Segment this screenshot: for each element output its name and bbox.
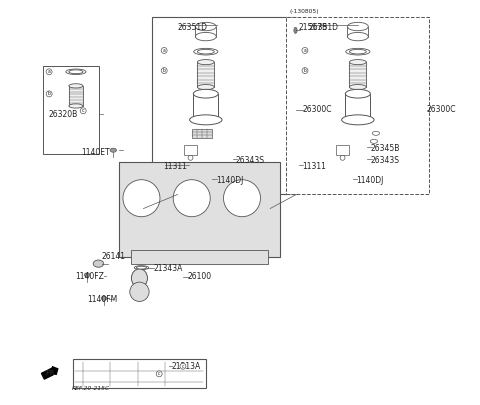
Circle shape	[224, 180, 261, 217]
Text: 26300C: 26300C	[302, 105, 332, 115]
Circle shape	[173, 180, 210, 217]
Text: c: c	[158, 371, 160, 376]
Text: 11311: 11311	[302, 162, 326, 171]
Text: b: b	[303, 68, 306, 73]
Circle shape	[130, 282, 149, 301]
Bar	[43, 66, 99, 154]
Text: 26343S: 26343S	[236, 156, 265, 165]
Text: FR.: FR.	[45, 371, 57, 376]
Bar	[192, 129, 212, 138]
FancyArrow shape	[41, 367, 58, 379]
Bar	[132, 250, 268, 264]
Bar	[346, 94, 371, 120]
Text: 26345B: 26345B	[371, 144, 400, 153]
Ellipse shape	[195, 22, 216, 31]
Text: 21513A: 21513A	[172, 362, 201, 371]
Ellipse shape	[197, 85, 214, 90]
Text: 26343S: 26343S	[371, 156, 400, 165]
Text: 1140FM: 1140FM	[87, 295, 118, 304]
Bar	[336, 145, 349, 155]
Text: b: b	[163, 68, 166, 73]
Ellipse shape	[84, 273, 90, 277]
Ellipse shape	[349, 60, 366, 65]
Ellipse shape	[346, 48, 370, 55]
Text: 21343A: 21343A	[154, 264, 183, 273]
Ellipse shape	[69, 84, 83, 88]
Ellipse shape	[193, 90, 218, 98]
Ellipse shape	[197, 60, 214, 65]
Ellipse shape	[346, 90, 371, 98]
Text: a: a	[48, 69, 50, 74]
Bar	[349, 62, 366, 87]
Text: 26100: 26100	[188, 273, 212, 281]
Bar	[120, 162, 280, 257]
Text: 26141: 26141	[101, 252, 125, 261]
Text: 26300C: 26300C	[426, 105, 456, 115]
Text: b: b	[48, 92, 50, 96]
Bar	[73, 359, 206, 388]
Ellipse shape	[69, 70, 83, 74]
Text: 11311: 11311	[164, 162, 188, 171]
Text: REF.20-215C: REF.20-215C	[72, 386, 110, 391]
Ellipse shape	[370, 139, 378, 143]
Bar	[195, 27, 216, 36]
Ellipse shape	[194, 48, 218, 55]
Ellipse shape	[348, 22, 368, 31]
Ellipse shape	[188, 156, 193, 160]
Ellipse shape	[66, 69, 86, 75]
Ellipse shape	[69, 104, 83, 108]
Text: 26320B: 26320B	[49, 109, 78, 119]
Text: a: a	[303, 48, 306, 53]
Text: c: c	[181, 364, 184, 369]
Text: c: c	[82, 108, 84, 113]
Ellipse shape	[110, 148, 117, 152]
Ellipse shape	[294, 27, 297, 33]
Ellipse shape	[348, 32, 368, 41]
Bar	[152, 17, 296, 194]
Ellipse shape	[93, 260, 104, 267]
Ellipse shape	[197, 49, 214, 54]
Bar	[193, 94, 218, 120]
Ellipse shape	[340, 156, 345, 160]
Text: 1140DJ: 1140DJ	[357, 176, 384, 185]
Ellipse shape	[136, 266, 146, 269]
Text: 1140FZ: 1140FZ	[75, 273, 104, 281]
Ellipse shape	[349, 49, 366, 54]
Bar	[197, 62, 214, 87]
Ellipse shape	[190, 115, 222, 125]
Ellipse shape	[101, 296, 107, 300]
Text: a: a	[163, 48, 166, 53]
Bar	[348, 27, 368, 36]
Ellipse shape	[132, 269, 147, 288]
Text: 21517B: 21517B	[299, 23, 327, 32]
Text: 1140ET: 1140ET	[81, 148, 110, 157]
Ellipse shape	[372, 131, 380, 135]
Bar	[184, 145, 197, 155]
Ellipse shape	[349, 85, 366, 90]
Bar	[286, 17, 429, 194]
Ellipse shape	[134, 266, 149, 270]
Text: 26351D: 26351D	[308, 23, 338, 32]
Ellipse shape	[195, 32, 216, 41]
Text: 1140DJ: 1140DJ	[216, 176, 243, 185]
Text: (-130805): (-130805)	[289, 9, 319, 14]
Ellipse shape	[342, 115, 374, 125]
Circle shape	[123, 180, 160, 217]
Text: 26351D: 26351D	[178, 23, 208, 32]
Bar	[69, 86, 83, 106]
